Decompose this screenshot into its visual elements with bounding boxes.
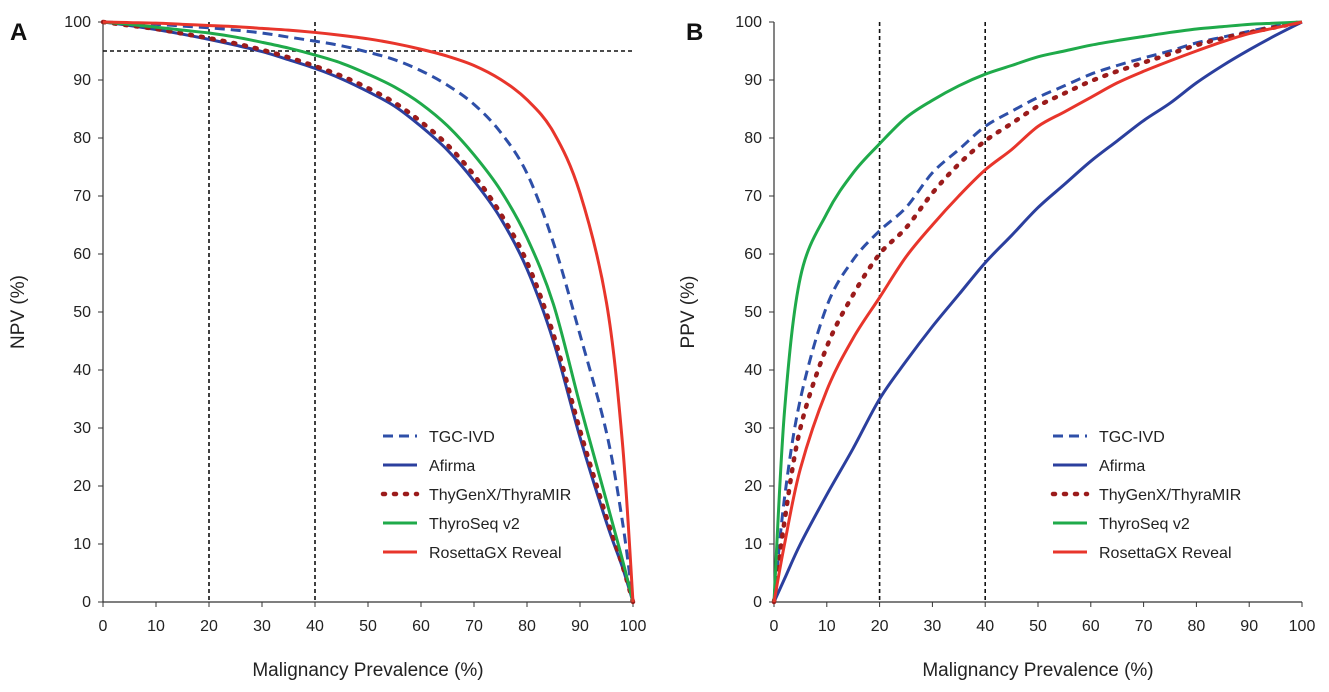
x-tick-label: 50: [359, 618, 377, 635]
y-tick-label: 100: [735, 14, 762, 31]
y-tick-label: 80: [744, 130, 762, 147]
y-tick-label: 70: [73, 188, 91, 205]
legend-label: ThyGenX/ThyraMIR: [429, 487, 571, 504]
series-line-thyroseq-v2: [102, 20, 635, 603]
series-line-tgc-ivd: [102, 20, 635, 603]
y-tick-label: 40: [744, 362, 762, 379]
panel-label: A: [10, 19, 27, 46]
legend: TGC-IVD Afirma ThyGenX/ThyraMIR ThyroSeq v2…: [380, 429, 571, 562]
y-tick-label: 70: [744, 188, 762, 205]
y-tick-label: 0: [82, 594, 91, 611]
legend: TGC-IVD Afirma ThyGenX/ThyraMIR ThyroSeq v2…: [1050, 429, 1241, 562]
series-line-thygenx-thyramir: [100, 19, 636, 605]
x-tick-label: 20: [871, 618, 889, 635]
legend-label: Afirma: [429, 458, 475, 475]
y-tick-label: 50: [744, 304, 762, 321]
y-axis-title: NPV (%): [8, 275, 29, 349]
series-line-thygenx-thyramir: [771, 19, 1305, 605]
panel-a: 0 10 20 30 40 50 60 70 80 90 100 0 10 20 30 40 50 60 70 80 9…: [8, 14, 646, 681]
legend-label: TGC-IVD: [429, 429, 495, 446]
y-tick-label: 0: [753, 594, 762, 611]
y-tick-label: 30: [73, 420, 91, 437]
y-tick-label: 20: [73, 478, 91, 495]
x-tick-label: 50: [1029, 618, 1047, 635]
y-tick-label: 80: [73, 130, 91, 147]
x-axis-title: Malignancy Prevalence (%): [922, 660, 1153, 681]
x-tick-label: 0: [99, 618, 108, 635]
y-tick-label: 30: [744, 420, 762, 437]
x-tick-label: 100: [620, 618, 647, 635]
series-line-rosettagx-reveal: [772, 20, 1303, 603]
x-tick-label: 30: [253, 618, 271, 635]
x-tick-label: 70: [465, 618, 483, 635]
series-line-afirma: [102, 20, 635, 603]
legend-label: TGC-IVD: [1099, 429, 1165, 446]
x-tick-label: 80: [1188, 618, 1206, 635]
x-tick-label: 70: [1135, 618, 1153, 635]
y-tick-label: 10: [744, 536, 762, 553]
x-tick-label: 80: [518, 618, 536, 635]
x-tick-label: 60: [412, 618, 430, 635]
x-tick-label: 40: [976, 618, 994, 635]
legend-label: Afirma: [1099, 458, 1145, 475]
y-tick-label: 60: [73, 246, 91, 263]
legend-label: ThyGenX/ThyraMIR: [1099, 487, 1241, 504]
y-tick-label: 10: [73, 536, 91, 553]
legend-label: ThyroSeq v2: [1099, 516, 1190, 533]
series-line-tgc-ivd: [772, 20, 1303, 603]
x-tick-label: 100: [1289, 618, 1316, 635]
x-axis-title: Malignancy Prevalence (%): [252, 660, 483, 681]
y-tick-label: 20: [744, 478, 762, 495]
x-tick-label: 10: [818, 618, 836, 635]
series-line-afirma: [772, 20, 1303, 603]
y-tick-label: 90: [744, 72, 762, 89]
y-tick-label: 50: [73, 304, 91, 321]
x-tick-label: 10: [147, 618, 165, 635]
x-tick-label: 0: [770, 618, 779, 635]
legend-label: RosettaGX Reveal: [429, 545, 562, 562]
y-axis-title: PPV (%): [678, 276, 699, 349]
legend-label: ThyroSeq v2: [429, 516, 520, 533]
x-tick-label: 90: [571, 618, 589, 635]
panel-b: 0 10 20 30 40 50 60 70 80 90 100 0 10 20 30 40 50 60 70 80 9…: [678, 14, 1315, 681]
y-tick-label: 100: [64, 14, 91, 31]
y-tick-label: 90: [73, 72, 91, 89]
series-line-rosettagx-reveal: [102, 20, 635, 603]
x-tick-label: 60: [1082, 618, 1100, 635]
x-tick-label: 40: [306, 618, 324, 635]
panel-label: B: [686, 19, 703, 46]
y-tick-label: 60: [744, 246, 762, 263]
x-tick-label: 30: [924, 618, 942, 635]
x-tick-label: 20: [200, 618, 218, 635]
x-tick-label: 90: [1240, 618, 1258, 635]
series-line-thyroseq-v2: [772, 20, 1303, 603]
legend-label: RosettaGX Reveal: [1099, 545, 1232, 562]
y-tick-label: 40: [73, 362, 91, 379]
